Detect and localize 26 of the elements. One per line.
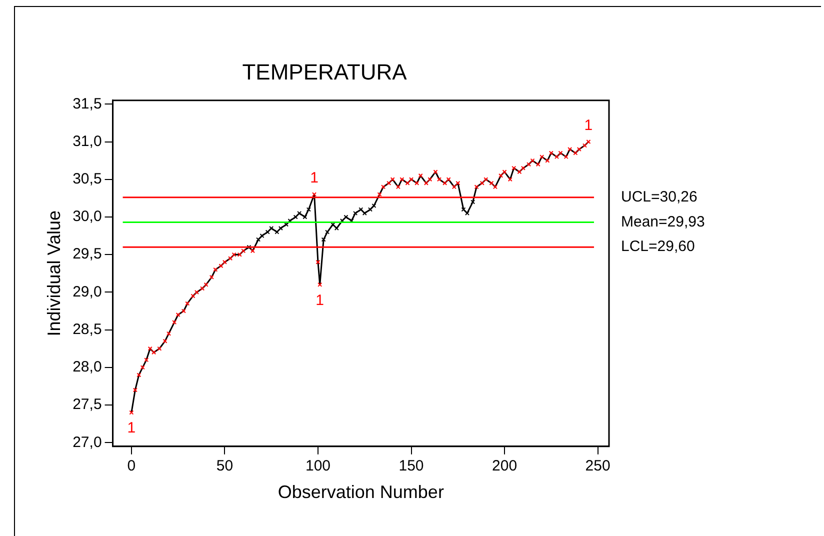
annotation: 1 [316,292,324,309]
annotation: 1 [310,170,318,187]
x-axis-title: Observation Number [278,482,444,502]
y-tick-label: 30,0 [72,208,102,226]
ref-line-label: UCL=30,26 [621,188,698,206]
x-tick-label: 200 [492,458,518,475]
y-tick-label: 28,0 [72,358,102,376]
ref-line-label: LCL=29,60 [621,238,695,256]
x-tick-label: 100 [305,458,331,475]
y-tick-label: 29,0 [72,283,102,300]
y-tick-label: 27,5 [72,396,102,414]
y-tick-label: 29,5 [72,246,102,263]
ref-line-label: Mean=29,93 [621,213,705,230]
y-tick-label: 31,0 [72,132,102,150]
y-axis-title: Individual Value [44,210,64,336]
x-tick-label: 50 [216,458,234,475]
x-tick-label: 0 [127,458,136,475]
x-tick-label: 150 [398,458,424,475]
x-tick-label: 250 [585,458,610,475]
y-tick-label: 30,5 [72,170,102,188]
y-tick-label: 28,5 [72,320,102,338]
annotation: 1 [584,116,593,134]
y-tick-label: 27,0 [72,434,102,451]
chart-title: TEMPERATURA [242,59,408,84]
y-tick-label: 31,5 [72,95,102,112]
annotation: 1 [127,420,136,437]
